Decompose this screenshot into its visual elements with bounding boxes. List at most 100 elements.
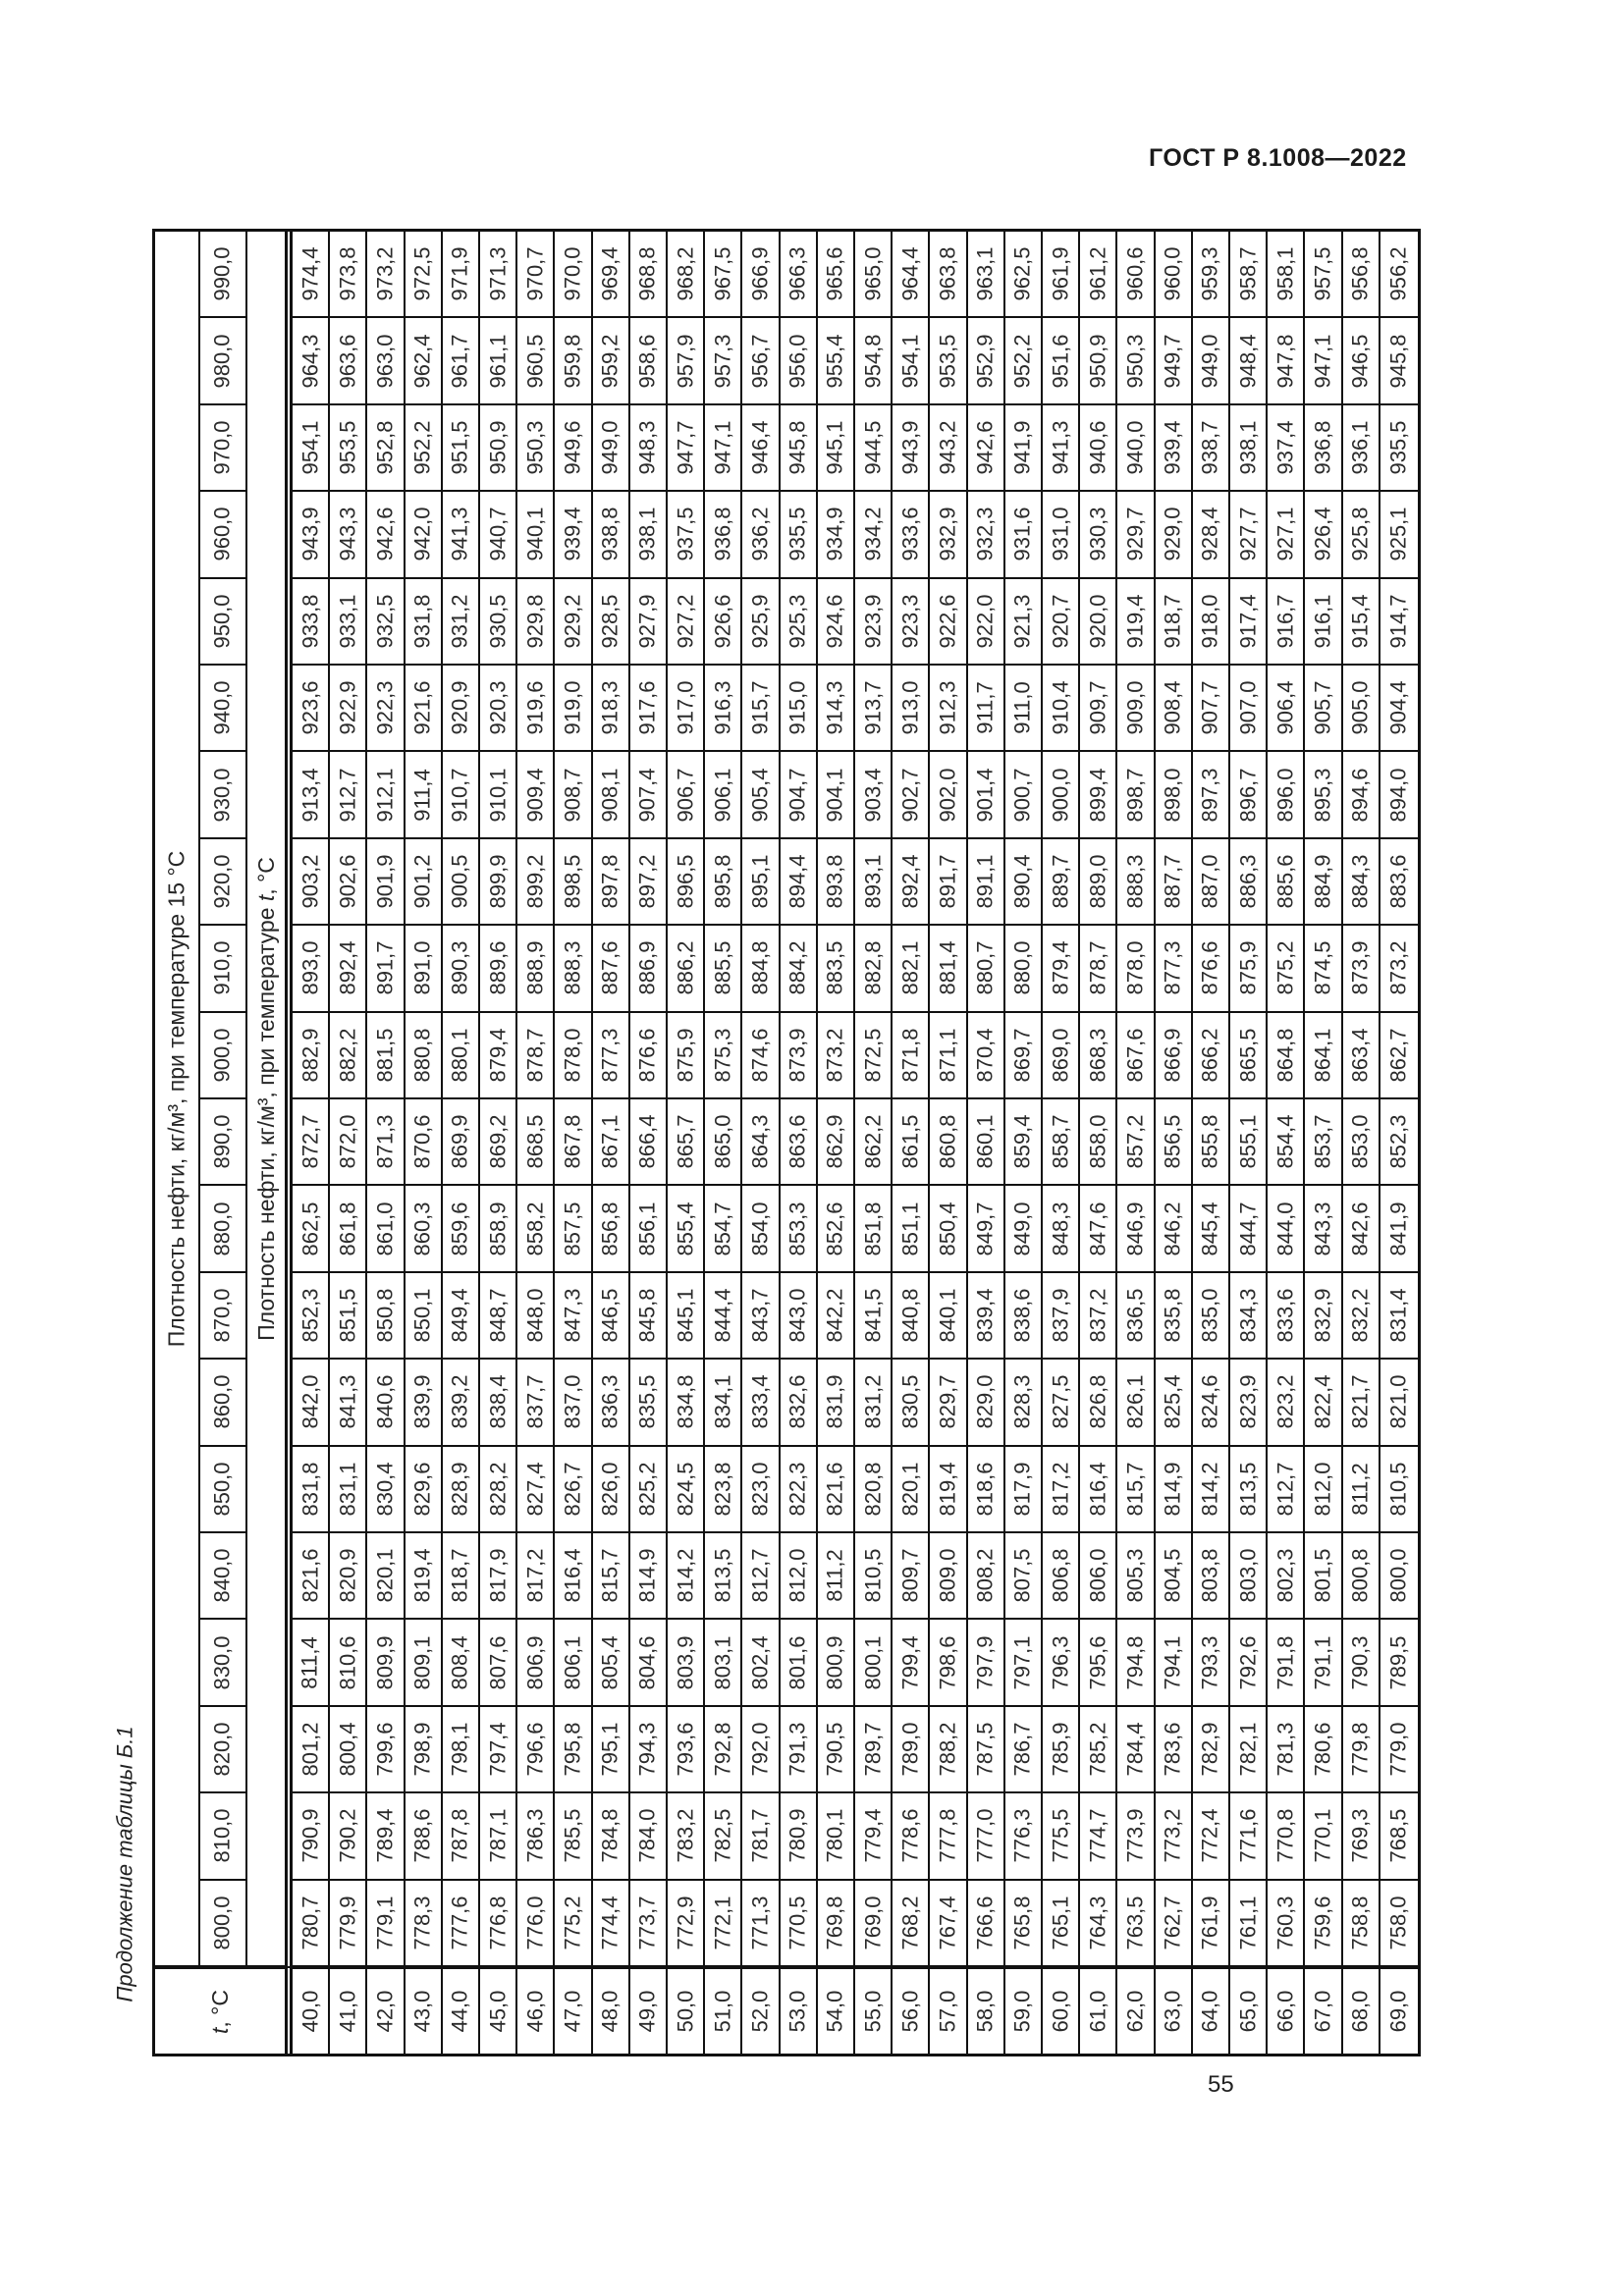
density-value-cell: 840,8 [893, 1272, 931, 1361]
density-value-cell: 958,7 [1230, 232, 1269, 319]
density-value-cell: 936,8 [1305, 404, 1343, 493]
density-value-cell: 873,2 [1380, 926, 1418, 1013]
density-value-cell: 780,7 [293, 1880, 331, 1967]
density-value-cell: 863,6 [780, 1099, 818, 1187]
corner-temperature-label-text: t, °С [206, 1989, 233, 2034]
density-value-cell: 964,3 [293, 318, 331, 405]
density-value-cell: 828,3 [1004, 1360, 1043, 1447]
density-value-cell: 765,1 [1043, 1880, 1081, 1967]
density-value-cell: 809,7 [893, 1533, 931, 1621]
density-value-cell: 779,9 [330, 1880, 368, 1967]
density-value-cell: 959,2 [592, 318, 630, 405]
density-value-cell: 780,6 [1305, 1706, 1343, 1794]
density-value-cell: 911,7 [967, 666, 1005, 753]
density-value-cell: 808,4 [442, 1620, 480, 1707]
density-value-cell: 844,4 [705, 1272, 743, 1361]
density-value-cell: 849,0 [1004, 1186, 1043, 1273]
density-value-cell: 869,9 [442, 1099, 480, 1187]
density-value-cell: 800,0 [1380, 1533, 1418, 1621]
density-value-cell: 884,9 [1305, 838, 1343, 927]
density-value-cell: 937,5 [668, 492, 706, 579]
density-value-cell: 895,8 [705, 838, 743, 927]
density-value-cell: 776,8 [480, 1880, 518, 1967]
header-density-at-t: Плотность нефти, кг/м³, при температуре … [247, 232, 293, 1967]
temperature-label: 42,0 [367, 1967, 406, 2054]
density-value-cell: 819,4 [930, 1446, 968, 1533]
density-value-cell: 878,0 [555, 1012, 593, 1099]
density-value-cell: 809,1 [405, 1620, 443, 1707]
density-value-cell: 943,9 [893, 404, 931, 493]
density-value-cell: 768,5 [1380, 1793, 1418, 1881]
density-value-cell: 927,7 [1230, 492, 1269, 579]
density-value-cell: 865,5 [1230, 1012, 1269, 1099]
density-value-cell: 817,2 [1043, 1446, 1081, 1533]
density-value-cell: 840,6 [367, 1360, 406, 1447]
density-value-cell: 802,3 [1268, 1533, 1306, 1621]
density-value-cell: 859,4 [1004, 1099, 1043, 1187]
density-value-cell: 787,8 [442, 1793, 480, 1881]
density-value-cell: 856,5 [1155, 1099, 1193, 1187]
density-value-cell: 822,3 [780, 1446, 818, 1533]
density-value-cell: 855,8 [1192, 1099, 1230, 1187]
density-value-cell: 835,5 [629, 1360, 668, 1447]
density-value-cell: 954,1 [293, 404, 331, 493]
density-value-cell: 778,6 [893, 1793, 931, 1881]
density-row-label: 840,0 [200, 1533, 247, 1621]
density-value-cell: 831,4 [1380, 1273, 1418, 1361]
density-value-cell: 892,4 [330, 926, 368, 1013]
density-value-cell: 854,0 [742, 1186, 781, 1273]
density-value-cell: 869,0 [1043, 1012, 1081, 1099]
density-value-cell: 918,7 [1155, 578, 1193, 666]
density-value-cell: 851,5 [330, 1272, 368, 1361]
density-value-cell: 942,6 [367, 492, 406, 579]
density-value-cell: 790,2 [330, 1793, 368, 1881]
density-value-cell: 795,1 [592, 1706, 630, 1794]
density-value-cell: 940,7 [480, 492, 518, 579]
density-value-cell: 957,3 [705, 318, 743, 405]
density-value-cell: 943,2 [930, 404, 968, 493]
density-value-cell: 779,0 [1380, 1707, 1418, 1794]
table-caption-text: Продолжение таблицы Б.1 [113, 1726, 137, 2002]
density-value-cell: 876,6 [1192, 926, 1230, 1013]
density-value-cell: 766,6 [967, 1880, 1005, 1967]
density-value-cell: 904,1 [817, 752, 855, 839]
density-value-cell: 879,4 [1043, 926, 1081, 1013]
density-value-cell: 806,0 [1080, 1533, 1118, 1621]
density-value-cell: 864,3 [742, 1099, 781, 1187]
density-value-cell: 935,5 [1380, 405, 1418, 493]
density-value-cell: 922,0 [967, 578, 1005, 666]
density-value-cell: 913,4 [293, 752, 331, 839]
density-value-cell: 956,2 [1380, 232, 1418, 319]
density-value-cell: 872,0 [330, 1099, 368, 1187]
density-value-cell: 845,8 [629, 1272, 668, 1361]
density-value-cell: 941,9 [1004, 404, 1043, 493]
density-value-cell: 923,9 [855, 578, 893, 666]
density-value-cell: 806,9 [517, 1620, 556, 1707]
density-value-cell: 824,5 [668, 1446, 706, 1533]
density-value-cell: 879,4 [480, 1012, 518, 1099]
density-value-cell: 860,8 [930, 1099, 968, 1187]
density-value-cell: 920,7 [1043, 578, 1081, 666]
density-value-cell: 880,0 [1004, 926, 1043, 1013]
density-value-cell: 960,5 [517, 318, 556, 405]
density-value-cell: 784,0 [629, 1793, 668, 1881]
density-value-cell: 949,7 [1155, 318, 1193, 405]
density-value-cell: 770,5 [780, 1880, 818, 1967]
density-value-cell: 882,1 [893, 926, 931, 1013]
density-value-cell: 871,8 [893, 1012, 931, 1099]
density-value-cell: 811,2 [1342, 1446, 1380, 1533]
density-value-cell: 885,6 [1268, 838, 1306, 927]
density-value-cell: 834,1 [705, 1360, 743, 1447]
density-value-cell: 925,9 [742, 578, 781, 666]
density-value-cell: 857,5 [555, 1186, 593, 1273]
density-value-cell: 842,6 [1342, 1186, 1380, 1273]
density-value-cell: 862,9 [817, 1099, 855, 1187]
temperature-label: 51,0 [705, 1967, 743, 2054]
density-value-cell: 839,9 [405, 1360, 443, 1447]
density-value-cell: 788,2 [930, 1706, 968, 1794]
density-value-cell: 960,6 [1117, 232, 1156, 319]
density-value-cell: 775,5 [1043, 1793, 1081, 1881]
density-value-cell: 973,8 [330, 232, 368, 319]
density-value-cell: 792,8 [705, 1706, 743, 1794]
density-value-cell: 924,6 [817, 578, 855, 666]
